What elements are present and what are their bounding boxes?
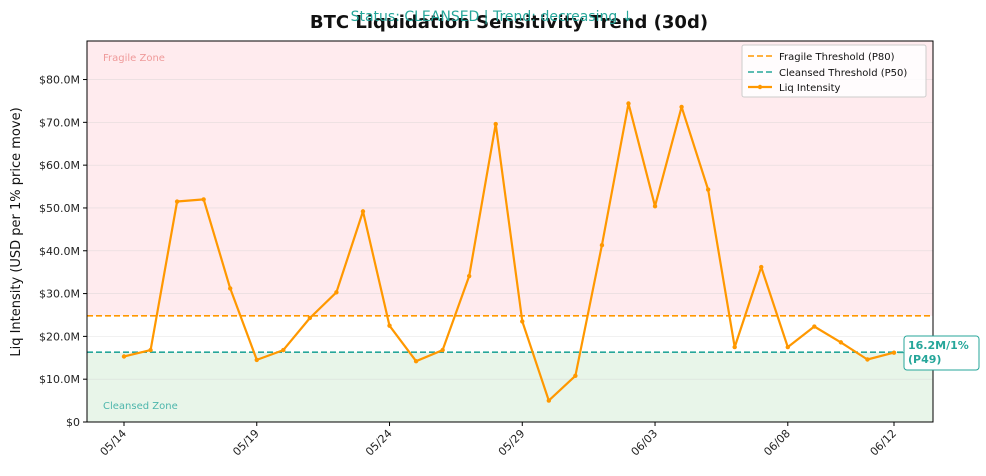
legend: Fragile Threshold (P80) Cleansed Thresho… [741,44,927,98]
data-point [387,323,392,328]
data-point [148,347,153,353]
data-point [732,344,737,350]
data-point [626,101,631,106]
data-point [573,373,578,378]
y-axis-label: Liq Intensity (USD per 1% price move) [9,107,24,356]
y-axis: $0 $10.0M $20.0M $30.0M $40.0M $50.0M $60.0M $7… [39,74,87,429]
x-tick-label: 06/03 [629,427,661,459]
data-point [520,319,525,324]
cleansed-zone-label: Cleansed Zone [103,401,178,412]
annotation-value: 16.2M/1% [908,339,969,352]
y-tick-label: $70.0M [39,116,80,129]
status-subtitle: Status: CLEANSED | Trend: decreasing ↓ [351,9,634,25]
data-point [493,121,498,127]
legend-series-marker [757,84,763,90]
gridlines [87,79,933,380]
data-point [307,315,313,321]
data-point [228,286,233,291]
data-point [546,398,552,403]
x-tick-label: 05/19 [230,427,262,459]
data-point [334,290,339,295]
legend-fragile-label: Fragile Threshold (P80) [779,52,895,63]
data-point [599,242,605,248]
data-point [413,359,419,364]
y-tick-label: $40.0M [39,245,80,258]
plot-frame [86,40,934,423]
data-point [652,204,658,209]
data-point [759,264,764,270]
data-point [838,340,844,345]
y-tick-label: $80.0M [39,74,80,87]
fragile-zone-label: Fragile Zone [103,53,165,64]
data-point [466,273,472,279]
data-point [360,209,366,214]
cleansed-zone-band [87,352,933,422]
x-tick-label: 05/14 [98,427,130,459]
data-point [174,199,180,204]
annotation-box [903,335,980,371]
data-point [785,344,790,350]
data-point [281,347,286,353]
data-point [865,357,870,362]
annotation-percentile: (P49) [908,353,941,366]
x-axis: 05/14 05/19 05/24 05/29 06/03 06/08 06/12 [98,422,900,459]
liq-intensity-points [121,101,897,403]
current-value-annotation: 16.2M/1% (P49) [898,335,980,371]
data-point [440,347,445,353]
data-point [891,350,897,355]
legend-box [741,44,927,98]
y-tick-label: $0 [66,416,80,429]
data-point [254,357,259,363]
legend-cleansed-label: Cleansed Threshold (P50) [779,68,907,79]
x-tick-label: 06/12 [868,427,900,459]
y-tick-label: $20.0M [39,330,80,343]
y-tick-label: $50.0M [39,202,80,215]
x-tick-label: 06/08 [761,427,793,459]
y-tick-label: $10.0M [39,373,80,386]
data-point [812,324,817,329]
data-point [201,197,206,202]
liq-intensity-line [123,102,895,402]
data-point [679,104,684,110]
data-point [705,187,711,192]
y-tick-label: $60.0M [39,159,80,172]
y-tick-label: $30.0M [39,288,80,301]
x-tick-label: 05/29 [496,427,528,459]
x-tick-label: 05/24 [363,427,395,459]
legend-series-label: Liq Intensity [779,83,840,94]
chart-title: BTC Liquidation Sensitivity Trend (30d) [310,12,708,33]
data-point [121,354,127,359]
